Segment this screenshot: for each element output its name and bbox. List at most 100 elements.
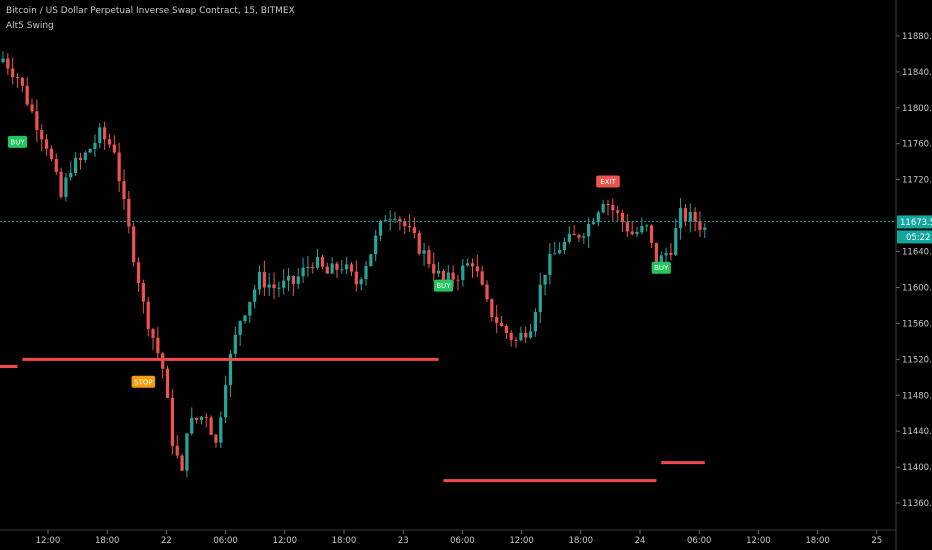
candle-body [451, 272, 455, 280]
last-price-value: 11673.5 [900, 218, 932, 228]
candle-body [683, 208, 688, 222]
candle-body [170, 397, 174, 446]
x-tick-label: 18:00 [95, 536, 120, 546]
candle-body [403, 221, 407, 227]
candle-body [432, 264, 436, 274]
y-tick-label: 11720.0 [902, 176, 932, 186]
candle-body [224, 385, 228, 418]
candle-body [427, 250, 431, 265]
y-tick-label: 11400.0 [902, 463, 932, 473]
x-tick-label: 24 [635, 536, 646, 546]
candle-body [461, 265, 465, 281]
last-price-tag-bg [897, 215, 932, 229]
candle-body [606, 203, 610, 206]
countdown-tag-bg [897, 230, 932, 244]
candle-body [456, 279, 460, 281]
y-tick-label: 11600.0 [902, 283, 932, 293]
candle-body [316, 257, 320, 268]
x-tick-label: 18:00 [805, 536, 830, 546]
candle-body [640, 226, 644, 233]
candle-body [185, 433, 189, 471]
candle-body [175, 445, 179, 456]
chart-title: Bitcoin / US Dollar Perpetual Inverse Sw… [6, 6, 295, 16]
candle-body [393, 218, 397, 220]
candle-body [398, 218, 402, 222]
candle-body [524, 332, 528, 338]
candle-body [257, 271, 262, 290]
candle-body [470, 263, 475, 267]
candle-body [195, 417, 199, 421]
x-tick-label: 12:00 [273, 536, 298, 546]
y-tick-label: 11640.0 [902, 248, 932, 258]
candle-body [165, 368, 170, 398]
candle-body [296, 276, 300, 284]
x-tick-label: 06:00 [687, 536, 712, 546]
x-tick-label: 12:00 [36, 536, 61, 546]
bar-countdown: 05:22 [906, 233, 931, 243]
candle-body [69, 172, 73, 178]
x-tick-label: 22 [161, 536, 172, 546]
y-tick-label: 11800.0 [902, 104, 932, 114]
signal-text: BUY [436, 282, 451, 290]
x-tick-label: 06:00 [450, 536, 475, 546]
candle-body [591, 222, 596, 225]
candle-body [485, 284, 489, 300]
x-tick-label: 25 [871, 536, 882, 546]
candle-body [20, 77, 24, 86]
signal-buy-label [433, 279, 454, 292]
candle-body [219, 417, 223, 443]
candle-body [1, 58, 5, 62]
signal-buy-label [7, 135, 28, 148]
candle-body [54, 158, 58, 172]
candle-body [548, 254, 552, 275]
candle-body [553, 253, 557, 255]
candle-body [645, 225, 649, 227]
candle-body [286, 276, 291, 281]
signals-group: BUY STOP BUY EXIT BUY [7, 135, 671, 388]
candle-body [330, 263, 334, 274]
candle-body [40, 130, 44, 140]
candle-body [306, 267, 310, 269]
candle-body [136, 262, 141, 284]
candle-body [78, 157, 83, 161]
candle-body [301, 267, 305, 277]
candle-body [558, 250, 562, 254]
candle-body [35, 111, 39, 131]
candle-body [228, 353, 233, 386]
candle-body [601, 203, 605, 213]
level-lines-group [0, 357, 705, 483]
candle-body [262, 271, 266, 288]
candle-body [441, 270, 446, 282]
x-axis-ticks: 12:00 18:00 22 06:00 12:00 18:00 23 06:00 12:00 1… [0, 529, 896, 546]
indicator-name[interactable]: Alt5 Swing [6, 21, 54, 31]
candle-body [93, 142, 97, 150]
candle-body [703, 227, 707, 230]
signal-text: STOP [134, 378, 152, 386]
candle-body [311, 267, 315, 269]
candle-body [320, 257, 325, 267]
x-tick-label: 12:00 [509, 536, 534, 546]
candle-body [562, 241, 567, 251]
candle-body [417, 233, 421, 254]
candle-body [6, 58, 10, 69]
candle-body [475, 266, 479, 272]
candle-body [248, 301, 252, 316]
candle-body [267, 284, 271, 288]
candle-body [664, 253, 668, 256]
candle-body [64, 177, 68, 197]
signal-text: BUY [10, 138, 25, 146]
candle-body [538, 284, 542, 313]
candle-body [132, 226, 136, 263]
candle-body [340, 269, 344, 271]
signal-text: EXIT [600, 178, 616, 186]
candle-body [253, 289, 257, 302]
candle-body [88, 149, 92, 153]
candle-body [587, 224, 591, 237]
candle-body [277, 287, 281, 289]
signal-buy-label [651, 261, 671, 274]
signal-exit-label [596, 175, 620, 188]
candle-body [596, 212, 600, 223]
y-tick-label: 11880.0 [902, 32, 932, 42]
candle-body [190, 417, 194, 434]
